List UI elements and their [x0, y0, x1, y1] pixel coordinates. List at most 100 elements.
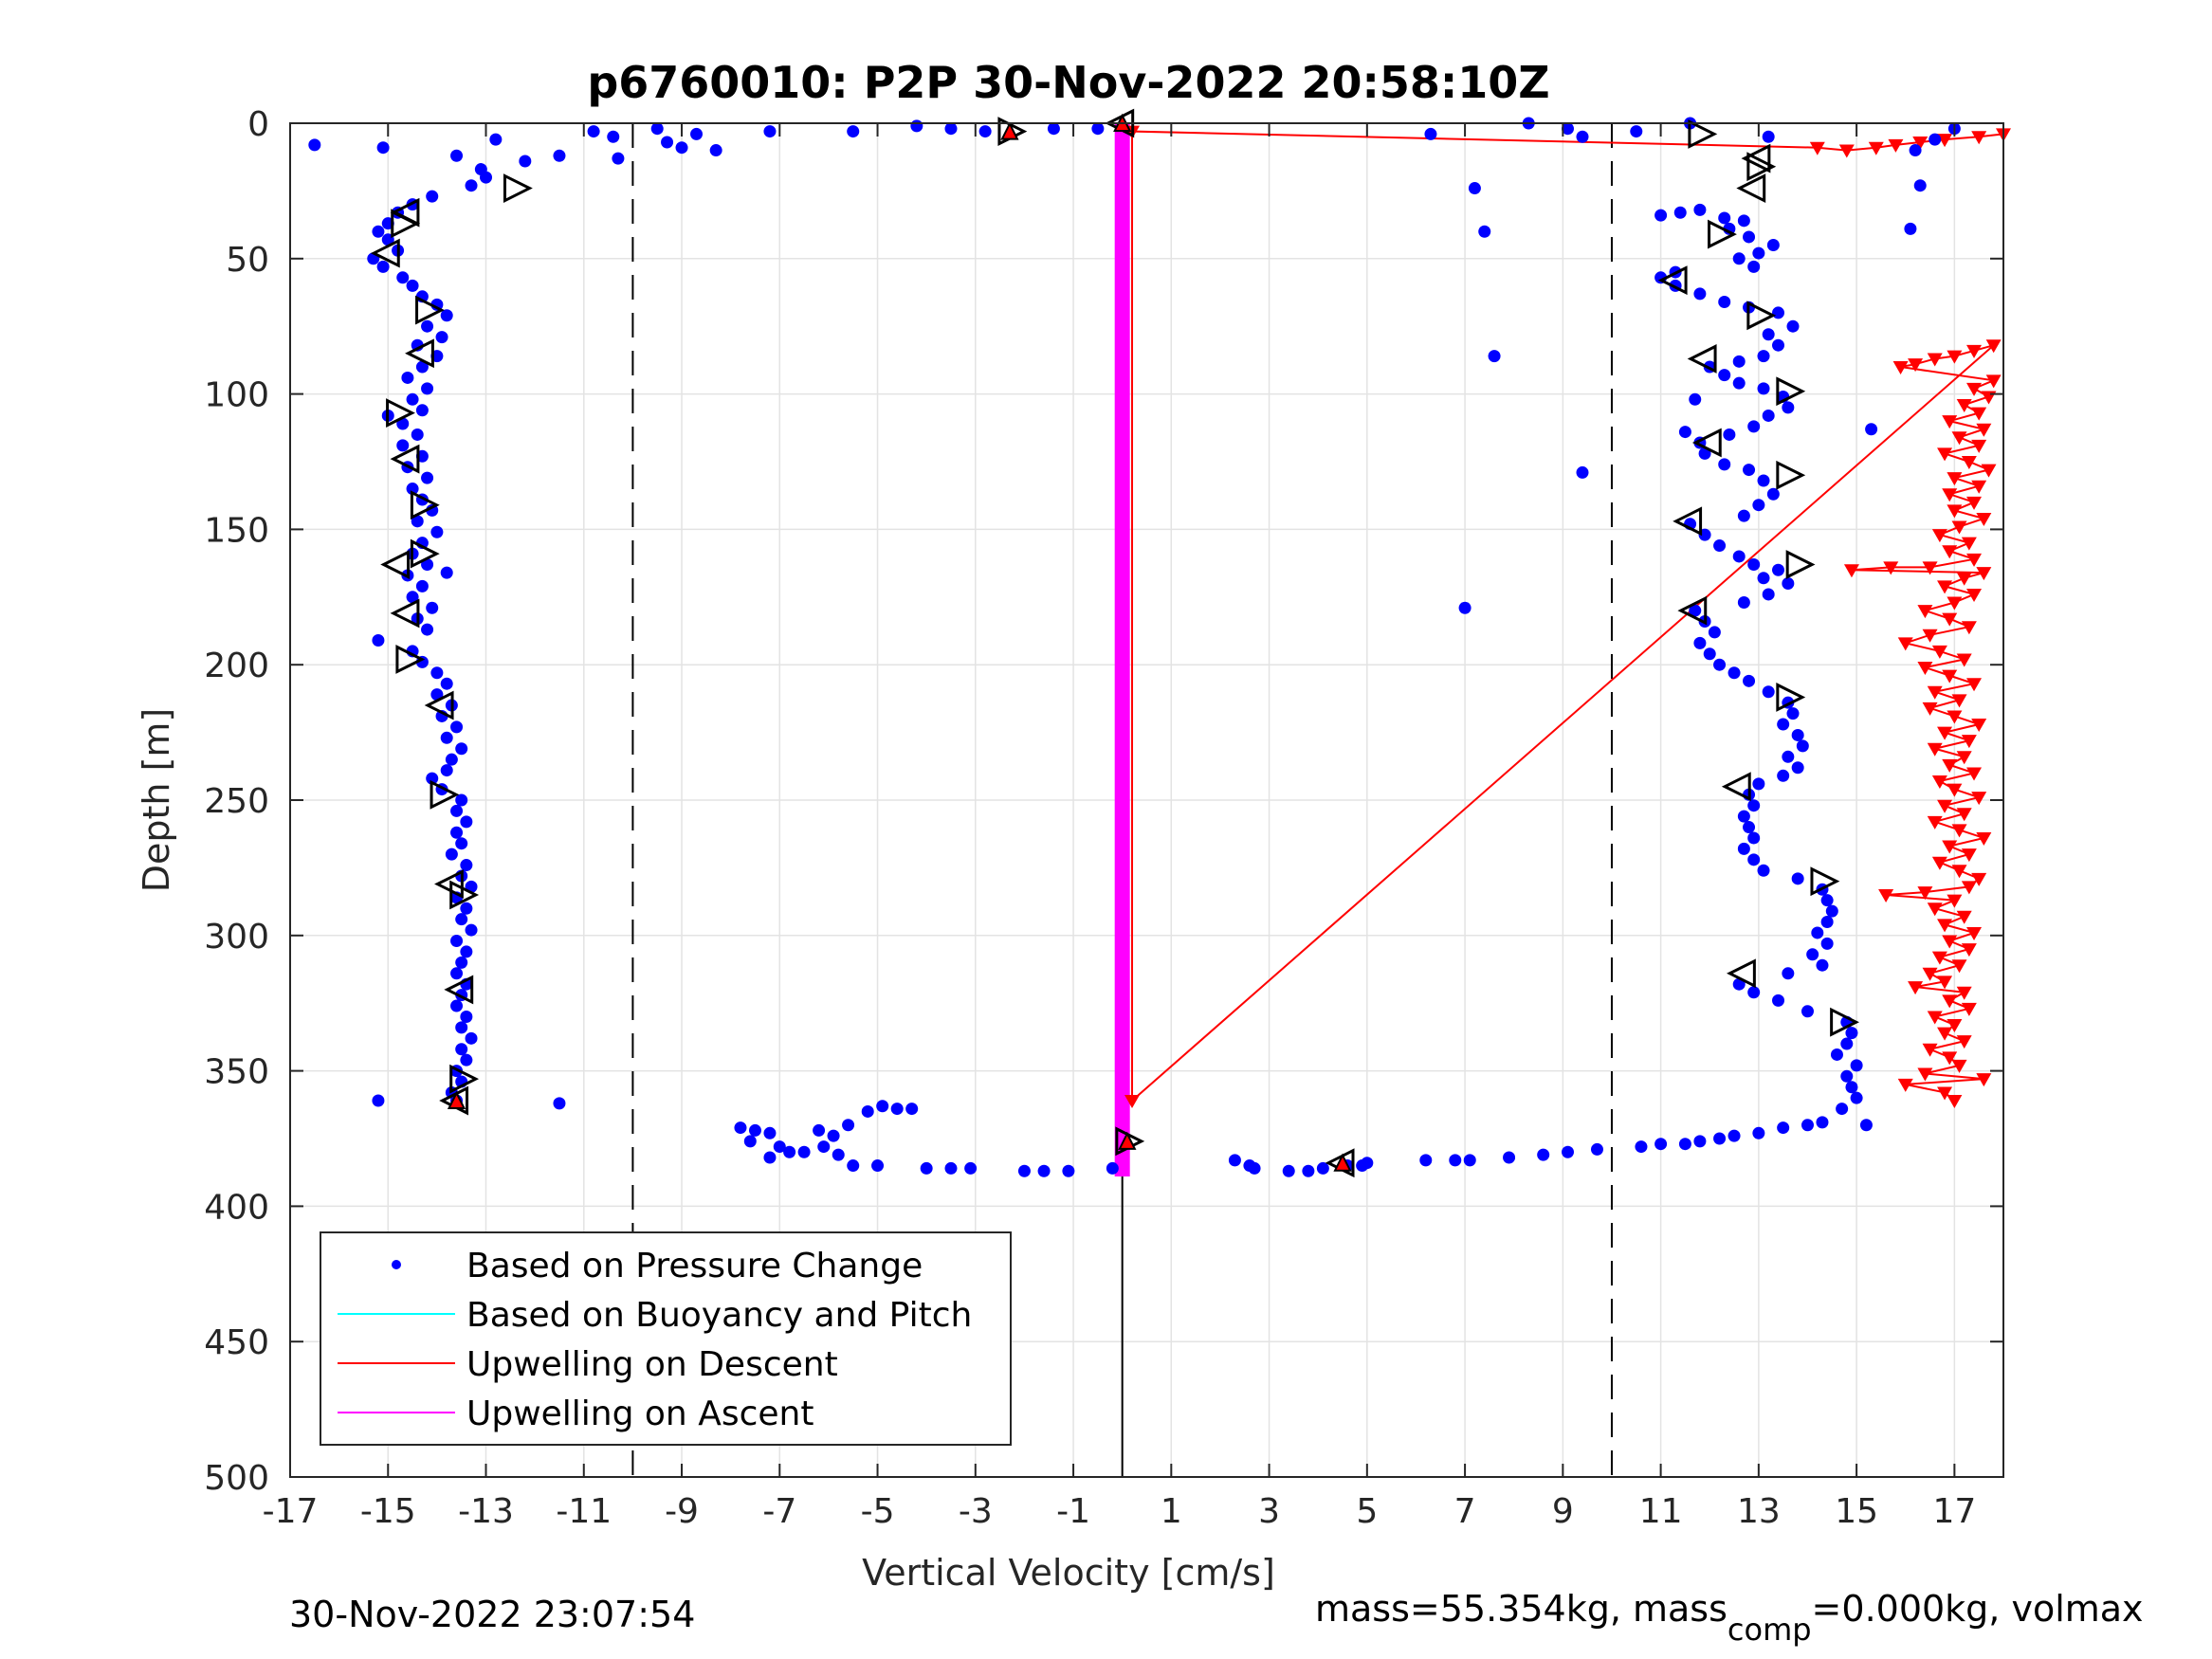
pressure-change-point [1449, 1154, 1462, 1167]
upwelling-descent-point [1947, 350, 1963, 364]
pressure-change-point [1361, 1157, 1374, 1170]
pressure-change-point [1732, 550, 1746, 563]
upwelling-descent-point [1927, 902, 1943, 917]
upwelling-descent-point [1976, 423, 1992, 437]
pressure-change-point [1757, 382, 1770, 395]
pressure-change-point [1747, 799, 1761, 812]
upwelling-descent-point [1931, 645, 1947, 659]
pressure-change-point [1845, 1081, 1858, 1094]
filled-triangle-marker [1118, 1131, 1137, 1150]
upwelling-descent-point [1868, 141, 1884, 155]
y-tick-label: 0 [247, 105, 269, 144]
pressure-change-point [1859, 1119, 1873, 1132]
triangle-marker [395, 645, 426, 674]
pressure-change-point [460, 1053, 473, 1066]
pressure-change-point [455, 742, 468, 756]
pressure-change-point [1830, 1048, 1843, 1061]
pressure-change-point [406, 483, 419, 496]
filled-triangle-marker [1333, 1153, 1352, 1172]
pressure-change-point [1718, 458, 1731, 471]
pressure-change-point [308, 138, 321, 152]
pressure-change-point [847, 1159, 860, 1173]
y-tick-label: 400 [204, 1188, 269, 1227]
triangle-marker [444, 975, 474, 1005]
pressure-change-point [1743, 464, 1756, 477]
upwelling-descent-point [1927, 353, 1943, 367]
upwelling-descent-point [1956, 653, 1972, 667]
pressure-change-point [1747, 420, 1761, 433]
upwelling-descent-point [1843, 564, 1859, 578]
pressure-change-point [1811, 926, 1824, 939]
upwelling-descent-point [1922, 561, 1938, 575]
upwelling-descent-point [1922, 967, 1938, 981]
x-tick-label: 7 [1454, 1492, 1476, 1531]
pressure-change-point [1772, 563, 1785, 576]
pressure-change-point [1752, 1126, 1765, 1139]
y-tick-label: 350 [204, 1053, 269, 1092]
x-tick-label: -1 [1056, 1492, 1090, 1531]
upwelling-descent-point [1917, 886, 1933, 901]
triangle-marker [1677, 595, 1708, 626]
pressure-change-point [1424, 127, 1437, 140]
pressure-change-point [1737, 214, 1750, 228]
upwelling-descent-point [1942, 612, 1958, 627]
pressure-change-point [1037, 1164, 1051, 1177]
pressure-change-point [445, 753, 458, 766]
pressure-change-point [1904, 222, 1917, 235]
triangle-marker [503, 173, 533, 203]
pressure-change-point [480, 171, 493, 184]
pressure-change-point [440, 764, 453, 777]
upwelling-descent-point [1985, 374, 2002, 389]
pressure-change-point [817, 1140, 831, 1154]
pressure-change-point [1836, 1103, 1849, 1116]
pressure-change-point [1757, 572, 1770, 585]
y-axis-label: Depth [m] [136, 708, 177, 893]
triangle-marker [370, 238, 400, 268]
pressure-change-point [607, 130, 620, 143]
pressure-change-point [1752, 246, 1765, 260]
filled-triangle-marker [1000, 121, 1019, 140]
pressure-change-point [455, 1021, 468, 1034]
triangle-marker [449, 880, 480, 910]
pressure-change-point [460, 945, 473, 958]
triangle-marker [1776, 683, 1806, 712]
pressure-change-point [1654, 1138, 1668, 1151]
upwelling-descent-point [1951, 959, 1967, 974]
pressure-change-point [1737, 596, 1750, 610]
pressure-change-point [1747, 260, 1761, 273]
upwelling-descent-point [1976, 831, 1992, 846]
pressure-change-point [1713, 1132, 1727, 1145]
y-tick-label: 450 [204, 1323, 269, 1362]
pressure-change-point [450, 804, 464, 817]
chart-title: p6760010: P2P 30-Nov-2022 20:58:10Z [587, 57, 1549, 108]
pressure-change-point [415, 404, 429, 417]
triangle-marker [1741, 143, 1771, 173]
upwelling-descent-point [1931, 951, 1947, 965]
pressure-change-point [372, 633, 385, 647]
pressure-change-point [445, 848, 458, 861]
pressure-change-point [455, 1043, 468, 1056]
pressure-change-point [1747, 558, 1761, 572]
triangle-marker [1736, 173, 1766, 203]
pressure-change-point [1091, 122, 1105, 136]
upwelling-descent-point [1951, 520, 1967, 535]
triangle-marker [1691, 428, 1722, 458]
pressure-change-point [1732, 252, 1746, 265]
triangle-marker [386, 398, 415, 428]
pressure-change-point [1820, 894, 1834, 907]
pressure-change-point [1772, 994, 1785, 1007]
legend-label: Based on Buoyancy and Pitch [466, 1296, 972, 1335]
pressure-change-point [489, 133, 503, 146]
pressure-change-point [376, 141, 390, 155]
pressure-change-point [1718, 369, 1731, 382]
upwelling-descent-point [1966, 496, 1983, 510]
pressure-change-point [440, 309, 453, 322]
x-tick-label: 17 [1932, 1492, 1976, 1531]
upwelling-descent-point [1956, 910, 1972, 924]
pressure-change-point [1693, 1135, 1707, 1148]
upwelling-descent-point [1947, 710, 1963, 724]
pressure-change-point [690, 127, 704, 140]
pressure-change-point [1713, 539, 1727, 553]
pressure-change-point [763, 125, 777, 138]
